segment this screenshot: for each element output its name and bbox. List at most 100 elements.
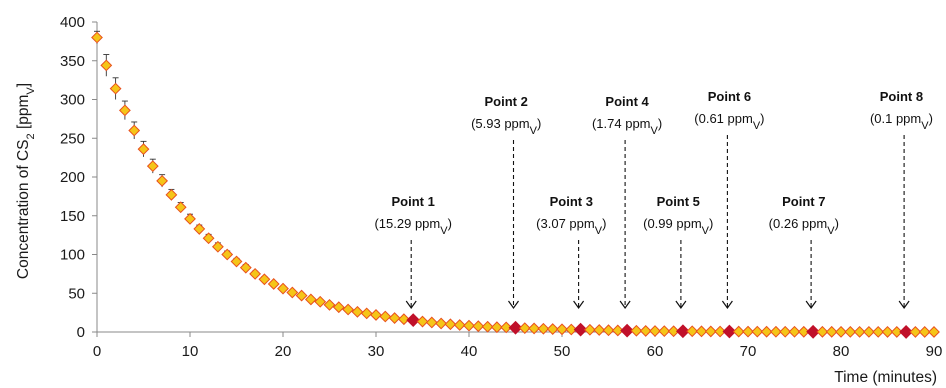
point-value: (5.93 ppmV) <box>471 116 541 137</box>
x-tick-label: 10 <box>182 343 199 360</box>
data-point <box>751 325 764 338</box>
data-point <box>472 320 485 333</box>
data-point <box>258 273 271 286</box>
data-point <box>528 322 541 335</box>
data-point <box>909 326 922 338</box>
data-point <box>230 255 243 268</box>
data-point <box>779 325 792 338</box>
arrowhead <box>573 300 585 310</box>
data-point <box>249 267 262 280</box>
data-point <box>639 325 652 337</box>
arrowhead <box>405 300 417 310</box>
data-markers <box>91 31 940 339</box>
data-point <box>918 326 931 338</box>
data-point <box>193 223 206 235</box>
highlighted-point <box>806 324 821 339</box>
data-point <box>332 301 345 314</box>
highlighted-point <box>899 325 914 339</box>
data-point <box>816 325 829 338</box>
point-value: (1.74 ppmV) <box>592 116 662 137</box>
data-point <box>239 261 252 274</box>
error-bars <box>94 30 463 326</box>
data-point <box>602 324 615 337</box>
point-label: Point 4 <box>605 94 649 109</box>
data-point <box>360 307 373 320</box>
x-tick-label: 0 <box>93 343 101 360</box>
point-label: Point 8 <box>880 89 923 104</box>
data-point <box>835 325 847 338</box>
data-point <box>872 325 885 338</box>
data-point <box>667 325 680 338</box>
highlighted-point <box>722 324 737 339</box>
y-axis-title: Concentration of CS2 [ppmV] <box>15 83 37 279</box>
data-point <box>583 323 596 336</box>
arrowhead <box>898 300 910 310</box>
point-label: Point 7 <box>782 194 825 209</box>
data-point <box>425 316 438 329</box>
x-tick-label: 40 <box>461 343 478 360</box>
annotations: Point 1 (15.29 ppmV) Point 2 (5.93 ppmV) Poi… <box>374 89 933 310</box>
x-tick-label: 90 <box>926 343 943 360</box>
y-tick-label: 100 <box>60 247 85 264</box>
y-tick-label: 350 <box>60 53 85 70</box>
x-tick-label: 70 <box>740 343 757 360</box>
data-point <box>211 240 224 253</box>
x-tick-label: 20 <box>275 343 292 360</box>
data-point <box>351 305 364 318</box>
point-label: Point 3 <box>550 194 593 209</box>
y-tick-label: 50 <box>68 285 85 302</box>
data-point <box>825 325 838 338</box>
data-point <box>304 293 317 306</box>
data-point <box>481 320 494 333</box>
x-tick-label: 30 <box>368 343 385 360</box>
y-tick-label: 200 <box>60 169 85 186</box>
data-point <box>118 104 131 117</box>
data-point <box>91 31 103 44</box>
data-point <box>890 326 903 338</box>
point-label: Point 6 <box>708 89 751 104</box>
data-point <box>630 324 643 337</box>
point-value: (15.29 ppmV) <box>374 216 451 237</box>
data-point <box>388 312 401 324</box>
data-point <box>556 323 568 336</box>
data-point <box>853 325 866 338</box>
data-point <box>686 325 699 338</box>
data-point <box>174 201 187 214</box>
data-point <box>732 325 745 338</box>
data-point <box>444 318 457 331</box>
point-value: (3.07 ppmV) <box>536 216 606 237</box>
data-point <box>862 325 875 338</box>
data-point <box>788 325 801 338</box>
point-value: (0.61 ppmV) <box>694 111 764 132</box>
data-point <box>100 59 113 72</box>
data-point <box>221 248 234 261</box>
data-point <box>184 212 196 225</box>
y-tick-label: 0 <box>77 324 85 341</box>
arrowhead <box>675 300 687 310</box>
point-value: (0.1 ppmV) <box>870 111 933 132</box>
data-point <box>137 143 150 156</box>
data-point <box>500 321 513 334</box>
highlighted-point <box>406 313 421 328</box>
data-point <box>537 322 550 335</box>
data-point <box>463 319 475 332</box>
data-point <box>797 325 810 338</box>
arrowhead <box>721 300 733 310</box>
y-tick-label: 400 <box>60 14 85 31</box>
data-point <box>742 325 754 338</box>
data-point <box>156 174 169 187</box>
y-tick-label: 150 <box>60 208 85 225</box>
data-point <box>397 313 410 326</box>
data-point <box>128 124 141 137</box>
data-point <box>286 286 299 299</box>
arrowhead <box>805 300 817 310</box>
data-point <box>695 325 708 338</box>
data-point <box>267 278 280 290</box>
data-point <box>658 325 671 338</box>
arrowhead <box>508 300 519 310</box>
data-point <box>760 325 773 338</box>
data-point <box>370 309 382 321</box>
data-point <box>928 326 940 338</box>
data-point <box>453 319 466 331</box>
